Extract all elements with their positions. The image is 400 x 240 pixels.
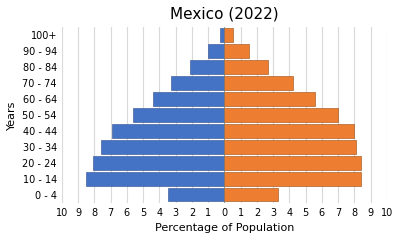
- Bar: [190, 60, 224, 74]
- Bar: [224, 76, 293, 90]
- Title: Mexico (2022): Mexico (2022): [170, 7, 279, 22]
- Bar: [224, 172, 361, 186]
- Bar: [86, 172, 224, 186]
- Bar: [153, 92, 224, 106]
- Bar: [93, 156, 224, 169]
- Bar: [220, 29, 224, 42]
- Bar: [224, 188, 278, 201]
- Bar: [208, 44, 224, 58]
- Bar: [168, 188, 224, 201]
- Bar: [101, 140, 224, 154]
- Bar: [224, 92, 316, 106]
- Bar: [133, 108, 224, 122]
- Y-axis label: Years: Years: [7, 100, 17, 130]
- Bar: [224, 29, 232, 42]
- Bar: [224, 156, 361, 169]
- Bar: [224, 44, 249, 58]
- Bar: [171, 76, 224, 90]
- Bar: [112, 124, 224, 138]
- X-axis label: Percentage of Population: Percentage of Population: [155, 223, 294, 233]
- Bar: [224, 140, 356, 154]
- Bar: [224, 108, 338, 122]
- Bar: [224, 124, 354, 138]
- Bar: [224, 60, 268, 74]
